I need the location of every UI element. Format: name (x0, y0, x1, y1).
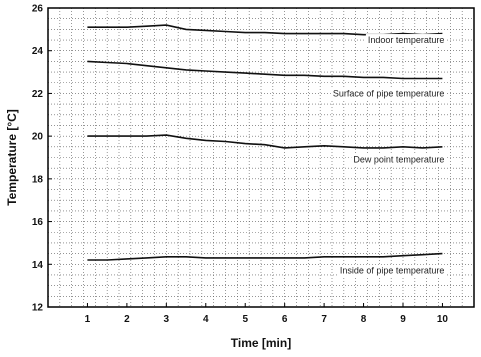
y-axis-label: Temperature [°C] (5, 109, 19, 206)
y-tick-label: 26 (32, 4, 44, 15)
y-tick-label: 22 (32, 89, 44, 100)
plot-frame (47, 7, 475, 308)
x-axis-label: Time [min] (231, 336, 291, 350)
y-tick-label: 14 (32, 260, 44, 271)
series-labels: Indoor temperature Surface of pipe temper… (330, 34, 447, 277)
x-tick-label: 8 (361, 314, 367, 325)
y-tick-label: 20 (32, 132, 44, 143)
x-tick-label: 5 (242, 314, 248, 325)
y-tick-label: 12 (32, 303, 44, 314)
x-tick-label: 7 (321, 314, 327, 325)
series-group (87, 24, 443, 261)
series-label-background (330, 87, 447, 100)
x-tick-label: 10 (437, 314, 449, 325)
series-label-background (337, 264, 447, 277)
x-tick-label: 2 (124, 314, 130, 325)
series-label-background (365, 34, 447, 47)
series-line-dew-point-temperature (87, 134, 443, 149)
x-tick-label: 3 (164, 314, 170, 325)
x-tick-label: 6 (282, 314, 288, 325)
x-tick-label: 1 (85, 314, 91, 325)
x-tick-label: 9 (400, 314, 406, 325)
series-line-surface-of-pipe-temperature (87, 60, 443, 80)
series-label-background (351, 153, 447, 166)
y-tick-label: 24 (32, 46, 44, 57)
x-tick-label: 4 (203, 314, 209, 325)
series-line-indoor-temperature (87, 24, 443, 36)
y-tick-label: 18 (32, 174, 44, 185)
series-label-dew-point-temperature: Dew point temperature (353, 155, 444, 165)
series-label-surface-of-pipe-temperature: Surface of pipe temperature (333, 88, 445, 98)
series-label-inside-of-pipe-temperature: Inside of pipe temperature (340, 266, 445, 276)
y-tick-labels: 12 14 16 18 20 22 24 26 (32, 4, 52, 314)
x-tick-labels: 1 2 3 4 5 6 7 8 9 10 (85, 303, 449, 325)
series-label-indoor-temperature: Indoor temperature (368, 35, 445, 45)
y-tick-label: 16 (32, 217, 44, 228)
series-line-inside-of-pipe-temperature (87, 252, 443, 261)
